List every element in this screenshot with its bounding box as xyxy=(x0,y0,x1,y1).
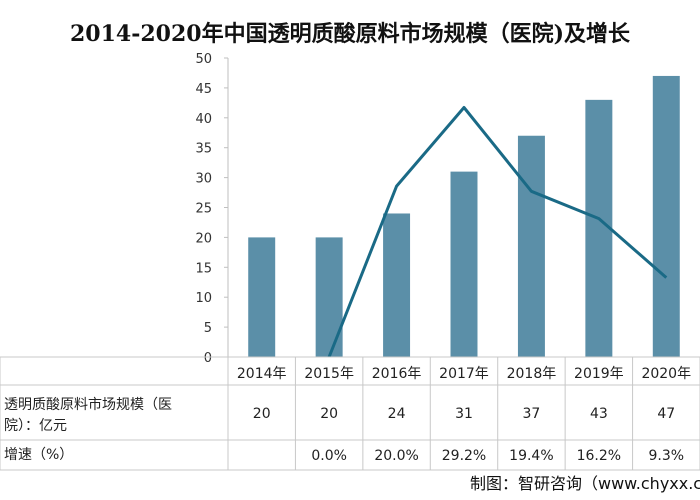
bar-series xyxy=(248,75,680,358)
y-tick-label: 20 xyxy=(195,231,212,246)
x-category-label: 2020年 xyxy=(641,366,691,382)
y-tick-label: 0 xyxy=(204,351,212,366)
growth-line-series xyxy=(327,106,668,358)
x-category-label: 2017年 xyxy=(439,366,489,382)
bar xyxy=(585,99,613,358)
y-tick-label: 15 xyxy=(195,261,212,276)
x-category-label: 2019年 xyxy=(574,366,624,382)
y-tick-label: 50 xyxy=(195,52,212,67)
table-growth-value: 16.2% xyxy=(577,448,621,464)
table-size-value: 31 xyxy=(455,406,473,422)
y-tick-label: 35 xyxy=(195,142,212,157)
table-growth-value: 9.3% xyxy=(648,448,684,464)
y-axis: 0 5 10 15 20 25 30 35 40 45 50 xyxy=(195,52,229,366)
bar xyxy=(383,213,411,357)
y-tick-label: 25 xyxy=(195,202,212,217)
table-size-value: 47 xyxy=(657,406,675,422)
table-growth-value: 20.0% xyxy=(374,448,418,464)
y-tick-label: 40 xyxy=(195,112,212,127)
x-category-label: 2014年 xyxy=(237,366,287,382)
table-growth-value: 0.0% xyxy=(311,448,347,464)
x-category-label: 2016年 xyxy=(372,366,422,382)
table-row-growth-header: 增速（%） xyxy=(4,447,73,463)
bar xyxy=(652,75,680,357)
source-footer: 制图：智研咨询（www.chyxx.com） xyxy=(470,474,700,493)
table-size-value: 24 xyxy=(388,406,406,422)
y-tick-label: 10 xyxy=(195,291,212,306)
bar xyxy=(517,135,545,357)
y-tick-label: 45 xyxy=(195,82,212,97)
x-category-label: 2018年 xyxy=(507,366,557,382)
chart-title: 2014-2020年中国透明质酸原料市场规模（医院)及增长 xyxy=(69,21,630,47)
table-size-value: 20 xyxy=(253,406,271,422)
y-tick-label: 30 xyxy=(195,172,212,187)
table-row-size-header-line1: 透明质酸原料市场规模（医 xyxy=(4,396,172,413)
y-tick-label: 5 xyxy=(204,321,212,336)
bar xyxy=(315,237,343,357)
x-category-label: 2015年 xyxy=(304,366,354,382)
table-size-value: 37 xyxy=(523,406,541,422)
table-growth-value: 19.4% xyxy=(509,448,553,464)
bar xyxy=(248,237,276,357)
growth-line xyxy=(327,106,668,358)
bar xyxy=(450,171,478,357)
data-table: 透明质酸原料市场规模（医 院）：亿元 增速（%） 2014年 20 2015年 20 0… xyxy=(0,356,700,471)
table-size-value: 43 xyxy=(590,406,608,422)
table-growth-value: 29.2% xyxy=(442,448,486,464)
table-size-value: 20 xyxy=(320,406,338,422)
table-row-size-header-line2: 院）：亿元 xyxy=(4,418,67,434)
